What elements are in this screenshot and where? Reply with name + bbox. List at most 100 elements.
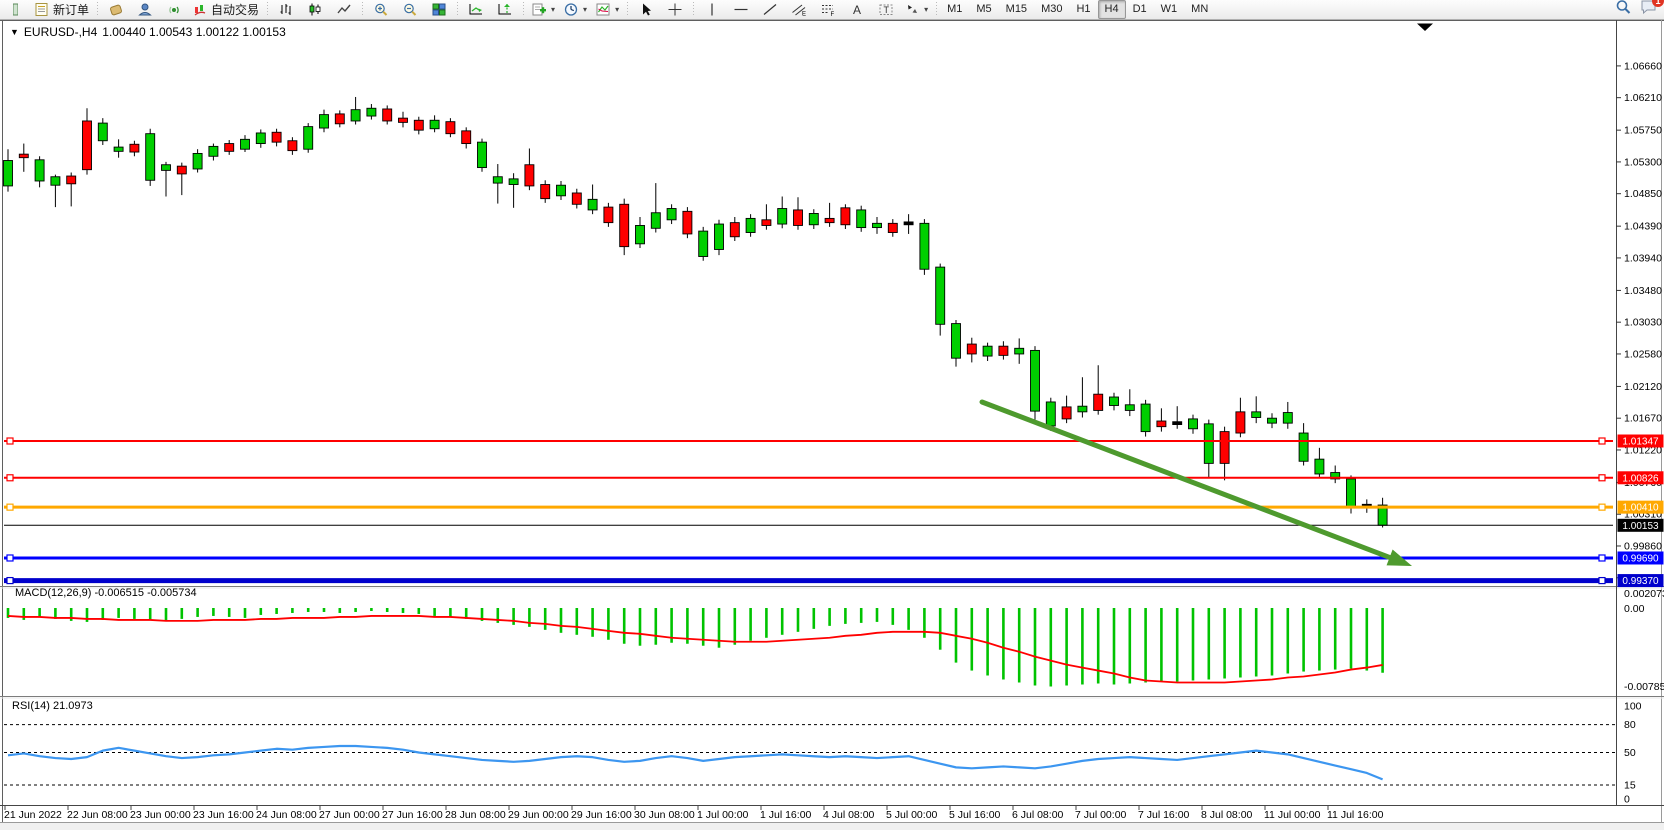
candle-chart-button[interactable] xyxy=(300,0,329,20)
trend-arrow[interactable] xyxy=(979,399,1412,566)
bar-chart-button[interactable] xyxy=(271,0,300,20)
candle xyxy=(97,122,108,142)
chevron-down-icon[interactable]: ▾ xyxy=(583,5,588,14)
ohlc-bars-icon xyxy=(278,2,294,17)
price-tick-label: 1.03480 xyxy=(1624,285,1662,297)
timeframe-d1-button[interactable]: D1 xyxy=(1132,3,1147,15)
crosshair-button[interactable] xyxy=(660,0,689,20)
tile-windows-button[interactable] xyxy=(424,0,453,20)
zoom-out-button[interactable] xyxy=(395,0,424,20)
time-tick-label: 11 Jul 16:00 xyxy=(1327,809,1384,821)
clipped-button[interactable] xyxy=(1,0,30,20)
time-tick-label: 1 Jul 16:00 xyxy=(760,809,812,821)
horizontal-lines[interactable] xyxy=(4,437,1613,585)
chart-shift-icon xyxy=(497,2,513,17)
toolbar-separator xyxy=(934,2,939,17)
timeframe-m15-button[interactable]: M15 xyxy=(1005,3,1028,15)
rsi-panel[interactable] xyxy=(4,724,1616,786)
chevron-down-icon[interactable]: ▾ xyxy=(924,5,929,14)
line-handle[interactable] xyxy=(6,474,14,482)
line-handle[interactable] xyxy=(1598,474,1606,482)
price-axis[interactable]: 1.06660 1.06210 1.05750 1.05300 1.04850 1.043… xyxy=(1616,60,1664,806)
candlestick-series[interactable] xyxy=(3,96,1388,528)
line-chart-button[interactable] xyxy=(329,0,358,20)
macd-panel[interactable] xyxy=(6,608,1384,687)
hline-button[interactable] xyxy=(726,0,755,20)
chevron-down-icon[interactable]: ▾ xyxy=(615,5,620,14)
trendline-icon xyxy=(762,2,778,17)
chevron-down-icon[interactable]: ▾ xyxy=(551,5,556,14)
candle xyxy=(145,133,156,181)
notifications-chat-button[interactable]: 1 xyxy=(1640,0,1664,20)
price-tick-label: 1.04850 xyxy=(1624,188,1662,200)
periods-button[interactable]: ▾ xyxy=(559,0,591,20)
cursor-button[interactable] xyxy=(631,0,660,20)
candle xyxy=(18,153,29,159)
line-handle[interactable] xyxy=(1598,503,1606,511)
timeframe-m5-button[interactable]: M5 xyxy=(976,3,992,15)
new-order-button[interactable]: 新订单 xyxy=(30,0,93,20)
market-depth-button[interactable] xyxy=(101,0,130,20)
line-handle[interactable] xyxy=(1598,576,1606,585)
auto-scroll-button[interactable] xyxy=(461,0,490,20)
collapse-icon[interactable]: ▼ xyxy=(10,27,19,37)
search-icon[interactable] xyxy=(1615,0,1632,20)
candle xyxy=(635,225,645,245)
candle xyxy=(650,212,661,229)
timeframe-w1-button[interactable]: W1 xyxy=(1160,3,1178,15)
candle xyxy=(176,165,187,175)
candle xyxy=(872,222,882,229)
text-label-button[interactable]: T xyxy=(871,0,900,20)
channel-button[interactable]: E xyxy=(784,0,813,20)
chart-canvas[interactable]: 1.06660 1.06210 1.05750 1.05300 1.04850 1.043… xyxy=(0,20,1664,830)
line-handle[interactable] xyxy=(6,503,14,511)
candle xyxy=(398,117,408,123)
line-handle[interactable] xyxy=(6,554,14,562)
candle xyxy=(382,108,393,122)
line-handle[interactable] xyxy=(1598,554,1606,562)
candle xyxy=(1267,417,1277,424)
timeframe-m30-button[interactable]: M30 xyxy=(1041,3,1063,15)
timeframe-h4-button[interactable]: H4 xyxy=(1097,0,1126,19)
price-badge-label: 1.00826 xyxy=(1622,473,1659,484)
fibonacci-button[interactable]: F xyxy=(813,0,842,20)
time-axis[interactable]: 21 Jun 2022 22 Jun 08:00 23 Jun 00:00 23 Ju… xyxy=(4,806,1384,821)
candle xyxy=(1203,423,1214,464)
indicators-button[interactable]: ▾ xyxy=(527,0,559,20)
text-button[interactable]: A xyxy=(842,0,871,20)
line-handle[interactable] xyxy=(6,576,14,585)
candle xyxy=(319,114,329,129)
trendline-button[interactable] xyxy=(755,0,784,20)
line-handle[interactable] xyxy=(6,437,14,445)
time-tick-label: 7 Jul 16:00 xyxy=(1138,809,1190,821)
timeframe-mn-button[interactable]: MN xyxy=(1191,3,1209,15)
candle xyxy=(1014,347,1025,355)
rsi-axis-label: 0 xyxy=(1624,794,1630,806)
community-button[interactable] xyxy=(130,0,159,20)
rsi-indicator-label: RSI(14) 21.0973 xyxy=(12,700,93,712)
signals-button[interactable] xyxy=(159,0,188,20)
candle xyxy=(271,131,282,143)
chart-shift-marker[interactable] xyxy=(1417,23,1433,32)
candle xyxy=(1156,420,1167,428)
candle xyxy=(935,266,946,325)
svg-text:A: A xyxy=(853,3,861,17)
chart-shift-button[interactable] xyxy=(490,0,519,20)
templates-button[interactable]: ▾ xyxy=(591,0,623,20)
price-tick-label: 1.04390 xyxy=(1624,221,1662,233)
line-handle[interactable] xyxy=(1598,437,1606,445)
timeframe-h1-button[interactable]: H1 xyxy=(1076,3,1091,15)
autotrade-button[interactable]: 自动交易 xyxy=(188,0,263,20)
vline-button[interactable] xyxy=(697,0,726,20)
macd-signal-line xyxy=(7,615,1383,684)
candle xyxy=(966,343,977,355)
timeframe-m1-button[interactable]: M1 xyxy=(947,3,963,15)
zoom-in-button[interactable] xyxy=(366,0,395,20)
price-tick-label: 0.99860 xyxy=(1624,540,1662,552)
price-tick-label: 1.06660 xyxy=(1624,60,1662,72)
candle xyxy=(887,222,898,233)
price-tick-label: 1.05750 xyxy=(1624,125,1662,137)
arrows-button[interactable]: ▾ xyxy=(900,0,932,20)
candle xyxy=(1124,404,1135,411)
price-badge-label: 0.99370 xyxy=(1622,576,1659,587)
